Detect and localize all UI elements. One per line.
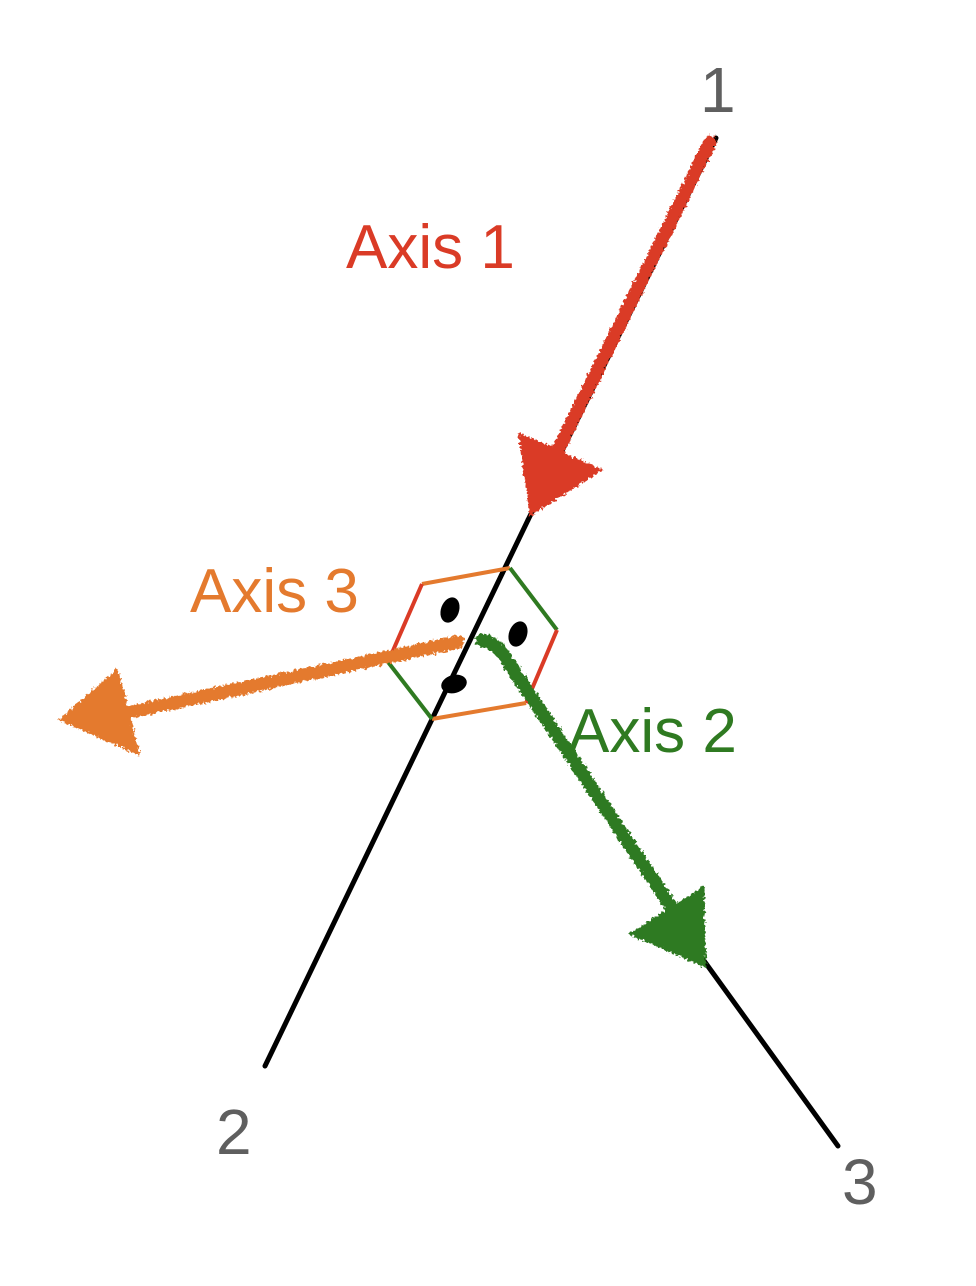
hexagon-edge-bottom <box>431 701 527 721</box>
hexagon-edge-top <box>421 566 511 586</box>
dot-right <box>508 621 528 647</box>
axis3-arrow <box>58 635 465 756</box>
line-to-3 <box>699 955 841 1149</box>
hexagon-edge-top-right <box>508 566 559 632</box>
axis2-arrow <box>475 633 706 968</box>
endpoint-label-2: 2 <box>216 1096 252 1168</box>
line-to-2 <box>262 517 531 1069</box>
dot-lower-left <box>441 674 467 694</box>
axis1-label: Axis 1 <box>346 213 515 282</box>
axis2-label: Axis 2 <box>568 697 737 766</box>
hexagon-edge-top-left <box>386 583 424 663</box>
axis3-label: Axis 3 <box>190 557 359 626</box>
dot-upper-left <box>440 597 460 623</box>
axis1-arrow-head <box>518 432 603 516</box>
axis3-arrow-shaft <box>105 635 465 723</box>
axis2-arrow-head <box>628 886 706 968</box>
center-dots <box>440 597 528 694</box>
hexagon-edge-bottom-left <box>386 660 434 721</box>
axis3-arrow-head <box>58 668 140 756</box>
axis1-arrow <box>518 135 717 516</box>
axis1-arrow-shaft <box>545 135 717 469</box>
axis2-arrow-shaft <box>475 633 691 933</box>
endpoint-label-1: 1 <box>700 54 736 126</box>
central-hexagon <box>386 566 559 721</box>
endpoint-label-3: 3 <box>842 1146 878 1218</box>
